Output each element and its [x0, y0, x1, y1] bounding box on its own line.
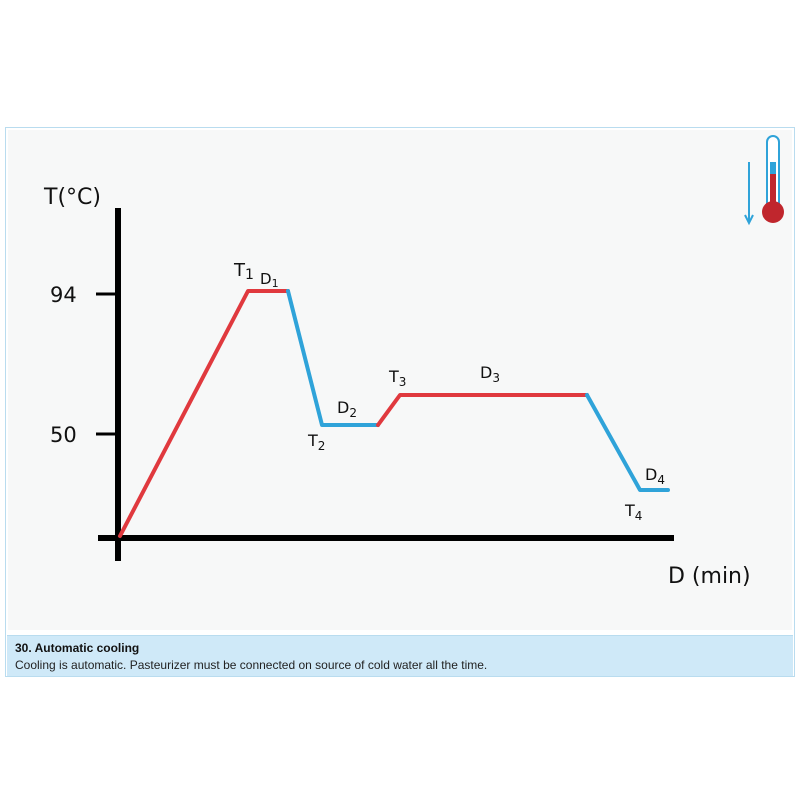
- caption-text: Cooling is automatic. Pasteurizer must b…: [15, 658, 488, 672]
- heating-segment-t1: [118, 289, 290, 538]
- label-t4: T4: [624, 501, 642, 523]
- figure-caption: 30. Automatic cooling Cooling is automat…: [7, 635, 793, 676]
- y-tick-label-50: 50: [50, 423, 77, 447]
- cooling-segment-t4: [585, 393, 670, 492]
- down-arrow-icon: [744, 162, 754, 226]
- label-t1: T1: [233, 260, 254, 283]
- x-axis-label: D (min): [668, 564, 751, 589]
- label-d4: D4: [645, 465, 665, 487]
- heating-segment-t3: [376, 393, 589, 427]
- label-t3: T3: [388, 367, 406, 389]
- label-t2: T2: [307, 431, 325, 453]
- label-d1: D1: [260, 270, 279, 290]
- y-axis-label: T(°C): [43, 185, 101, 210]
- plot-area: [8, 130, 792, 630]
- y-tick-label-94: 94: [50, 283, 77, 307]
- temperature-time-diagram: T(°C) D (min) 94 50 T1 D1 T2 D2 T3 D3 D4…: [43, 135, 784, 589]
- thermometer-icon: [762, 135, 784, 223]
- caption-title: 30. Automatic cooling: [15, 641, 140, 655]
- label-d3: D3: [480, 363, 500, 385]
- figure-card: T(°C) D (min) 94 50 T1 D1 T2 D2 T3 D3 D4…: [5, 127, 795, 677]
- label-d2: D2: [337, 398, 357, 420]
- cooling-segment-t2: [286, 289, 380, 427]
